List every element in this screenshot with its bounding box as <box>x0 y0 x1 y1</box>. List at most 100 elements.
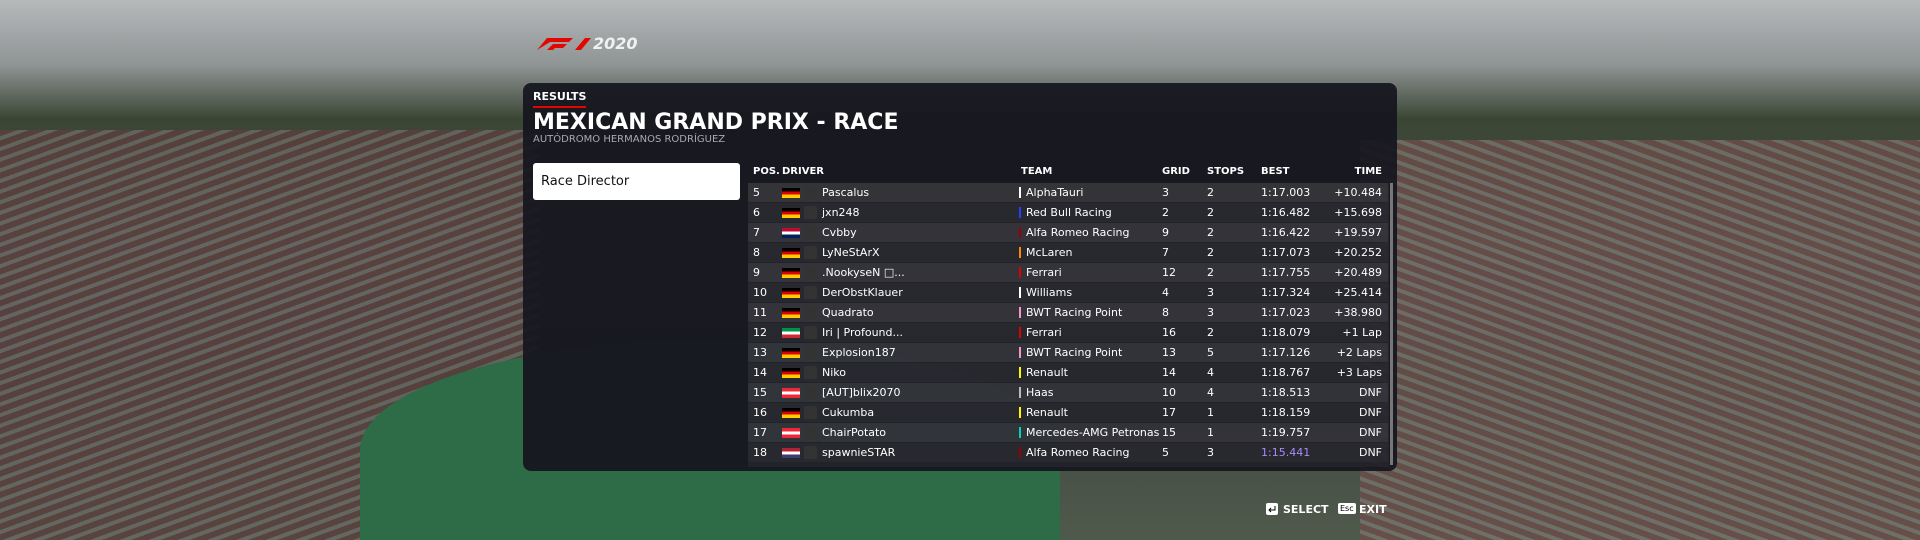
background-stand <box>1360 140 1920 540</box>
team-bar <box>1019 247 1021 258</box>
team-name: Alfa Romeo Racing <box>1026 446 1130 459</box>
stops: 2 <box>1207 266 1214 279</box>
team-name: Ferrari <box>1026 326 1062 339</box>
driver-icon <box>804 366 817 379</box>
driver-name: Niko <box>822 366 846 379</box>
driver-icon <box>804 266 817 279</box>
driver-icon <box>804 306 817 319</box>
best-lap: 1:15.441 <box>1261 446 1311 459</box>
team-bar <box>1019 387 1021 398</box>
grid: 16 <box>1162 326 1176 339</box>
result-row: 8 LyNeStArX McLaren 7 2 1:17.073 +20.252 <box>748 243 1388 262</box>
flag <box>782 448 800 458</box>
result-row: 10 DerObstKlauer Williams 4 3 1:17.324 +25.414 <box>748 283 1388 302</box>
position: 17 <box>753 426 767 439</box>
team-name: BWT Racing Point <box>1026 306 1123 319</box>
result-row: 16 Cukumba Renault 17 1 1:18.159 DNF <box>748 403 1388 422</box>
result-row: 17 ChairPotato Mercedes-AMG Petronas 15 1 1:1… <box>748 423 1388 442</box>
driver-name: Iri | Profound... <box>822 326 903 339</box>
race-time: DNF <box>1358 406 1382 419</box>
team-bar <box>1019 267 1021 278</box>
table-body <box>748 183 1389 467</box>
stops: 5 <box>1207 346 1214 359</box>
flag <box>782 348 800 358</box>
team-name: McLaren <box>1026 246 1073 259</box>
driver-name: LyNeStArX <box>822 246 880 259</box>
team-bar <box>1019 367 1021 378</box>
driver-name: DerObstKlauer <box>822 286 903 299</box>
team-name: Alfa Romeo Racing <box>1026 226 1130 239</box>
best-lap: 1:16.422 <box>1261 226 1311 239</box>
section-label: RESULTS <box>533 90 587 108</box>
race-time: +20.489 <box>1334 266 1382 279</box>
driver-name: Quadrato <box>822 306 874 319</box>
best-header: BEST <box>1261 166 1290 177</box>
exit-hint[interactable]: EXIT <box>1359 503 1387 516</box>
race-time: +15.698 <box>1334 206 1382 219</box>
enter-key-icon <box>1266 503 1278 515</box>
position: 7 <box>753 226 760 239</box>
page-title: MEXICAN GRAND PRIX - RACE <box>533 110 899 135</box>
best-lap: 1:17.003 <box>1261 186 1311 199</box>
position: 6 <box>753 206 760 219</box>
result-row: 9 .NookyseN □... Ferrari 12 2 1:17.755 +20.489 <box>748 263 1388 282</box>
logo-year: 2020 <box>593 34 638 53</box>
result-row: 7 Cvbby Alfa Romeo Racing 9 2 1:16.422 +19.597 <box>748 223 1388 242</box>
team-name: Red Bull Racing <box>1026 206 1112 219</box>
stops: 3 <box>1207 286 1214 299</box>
grid: 10 <box>1162 386 1176 399</box>
stops: 2 <box>1207 326 1214 339</box>
position: 13 <box>753 346 767 359</box>
team-bar <box>1019 407 1021 418</box>
race-time: +38.980 <box>1334 306 1382 319</box>
driver-name: [AUT]blix2070 <box>822 386 901 399</box>
best-lap: 1:19.757 <box>1261 426 1311 439</box>
driver-name: jxn248 <box>822 206 860 219</box>
race-time: +25.414 <box>1334 286 1382 299</box>
stops: 2 <box>1207 246 1214 259</box>
grid: 3 <box>1162 186 1169 199</box>
scrollbar[interactable] <box>1390 183 1393 465</box>
driver-name: .NookyseN □... <box>822 266 905 279</box>
team-name: Ferrari <box>1026 266 1062 279</box>
position: 15 <box>753 386 767 399</box>
driver-header: DRIVER <box>782 166 824 177</box>
driver-icon <box>804 226 817 239</box>
grid: 2 <box>1162 206 1169 219</box>
driver-name: Pascalus <box>822 186 870 199</box>
grid: 15 <box>1162 426 1176 439</box>
race-time: +10.484 <box>1334 186 1382 199</box>
grid: 9 <box>1162 226 1169 239</box>
menu-item[interactable]: Race Director <box>533 163 740 200</box>
result-row: 5 Pascalus AlphaTauri 3 2 1:17.003 +10.484 <box>748 183 1388 202</box>
stops: 3 <box>1207 306 1214 319</box>
exit-key: Esc <box>1338 503 1356 514</box>
driver-name: Cvbby <box>822 226 857 239</box>
flag <box>782 428 800 438</box>
driver-icon <box>804 446 817 459</box>
best-lap: 1:18.513 <box>1261 386 1311 399</box>
position: 18 <box>753 446 767 459</box>
driver-icon <box>804 406 817 419</box>
driver-icon <box>804 346 817 359</box>
team-name: Haas <box>1026 386 1054 399</box>
race-time: DNF <box>1358 386 1382 399</box>
team-name: BWT Racing Point <box>1026 346 1123 359</box>
select-hint[interactable]: SELECT <box>1283 503 1329 516</box>
team-name: Williams <box>1026 286 1073 299</box>
team-name: Renault <box>1026 406 1068 419</box>
flag <box>782 268 800 278</box>
stops: 2 <box>1207 206 1214 219</box>
grid: 4 <box>1162 286 1169 299</box>
driver-icon <box>804 426 817 439</box>
driver-name: Explosion187 <box>822 346 896 359</box>
position: 10 <box>753 286 767 299</box>
best-lap: 1:17.126 <box>1261 346 1311 359</box>
driver-icon <box>804 286 817 299</box>
result-row: 6 jxn248 Red Bull Racing 2 2 1:16.482 +15.698 <box>748 203 1388 222</box>
flag <box>782 228 800 238</box>
result-row: 12 Iri | Profound... Ferrari 16 2 1:18.079 +1 … <box>748 323 1388 342</box>
result-row: 15 [AUT]blix2070 Haas 10 4 1:18.513 DNF <box>748 383 1388 402</box>
team-bar <box>1019 227 1021 238</box>
